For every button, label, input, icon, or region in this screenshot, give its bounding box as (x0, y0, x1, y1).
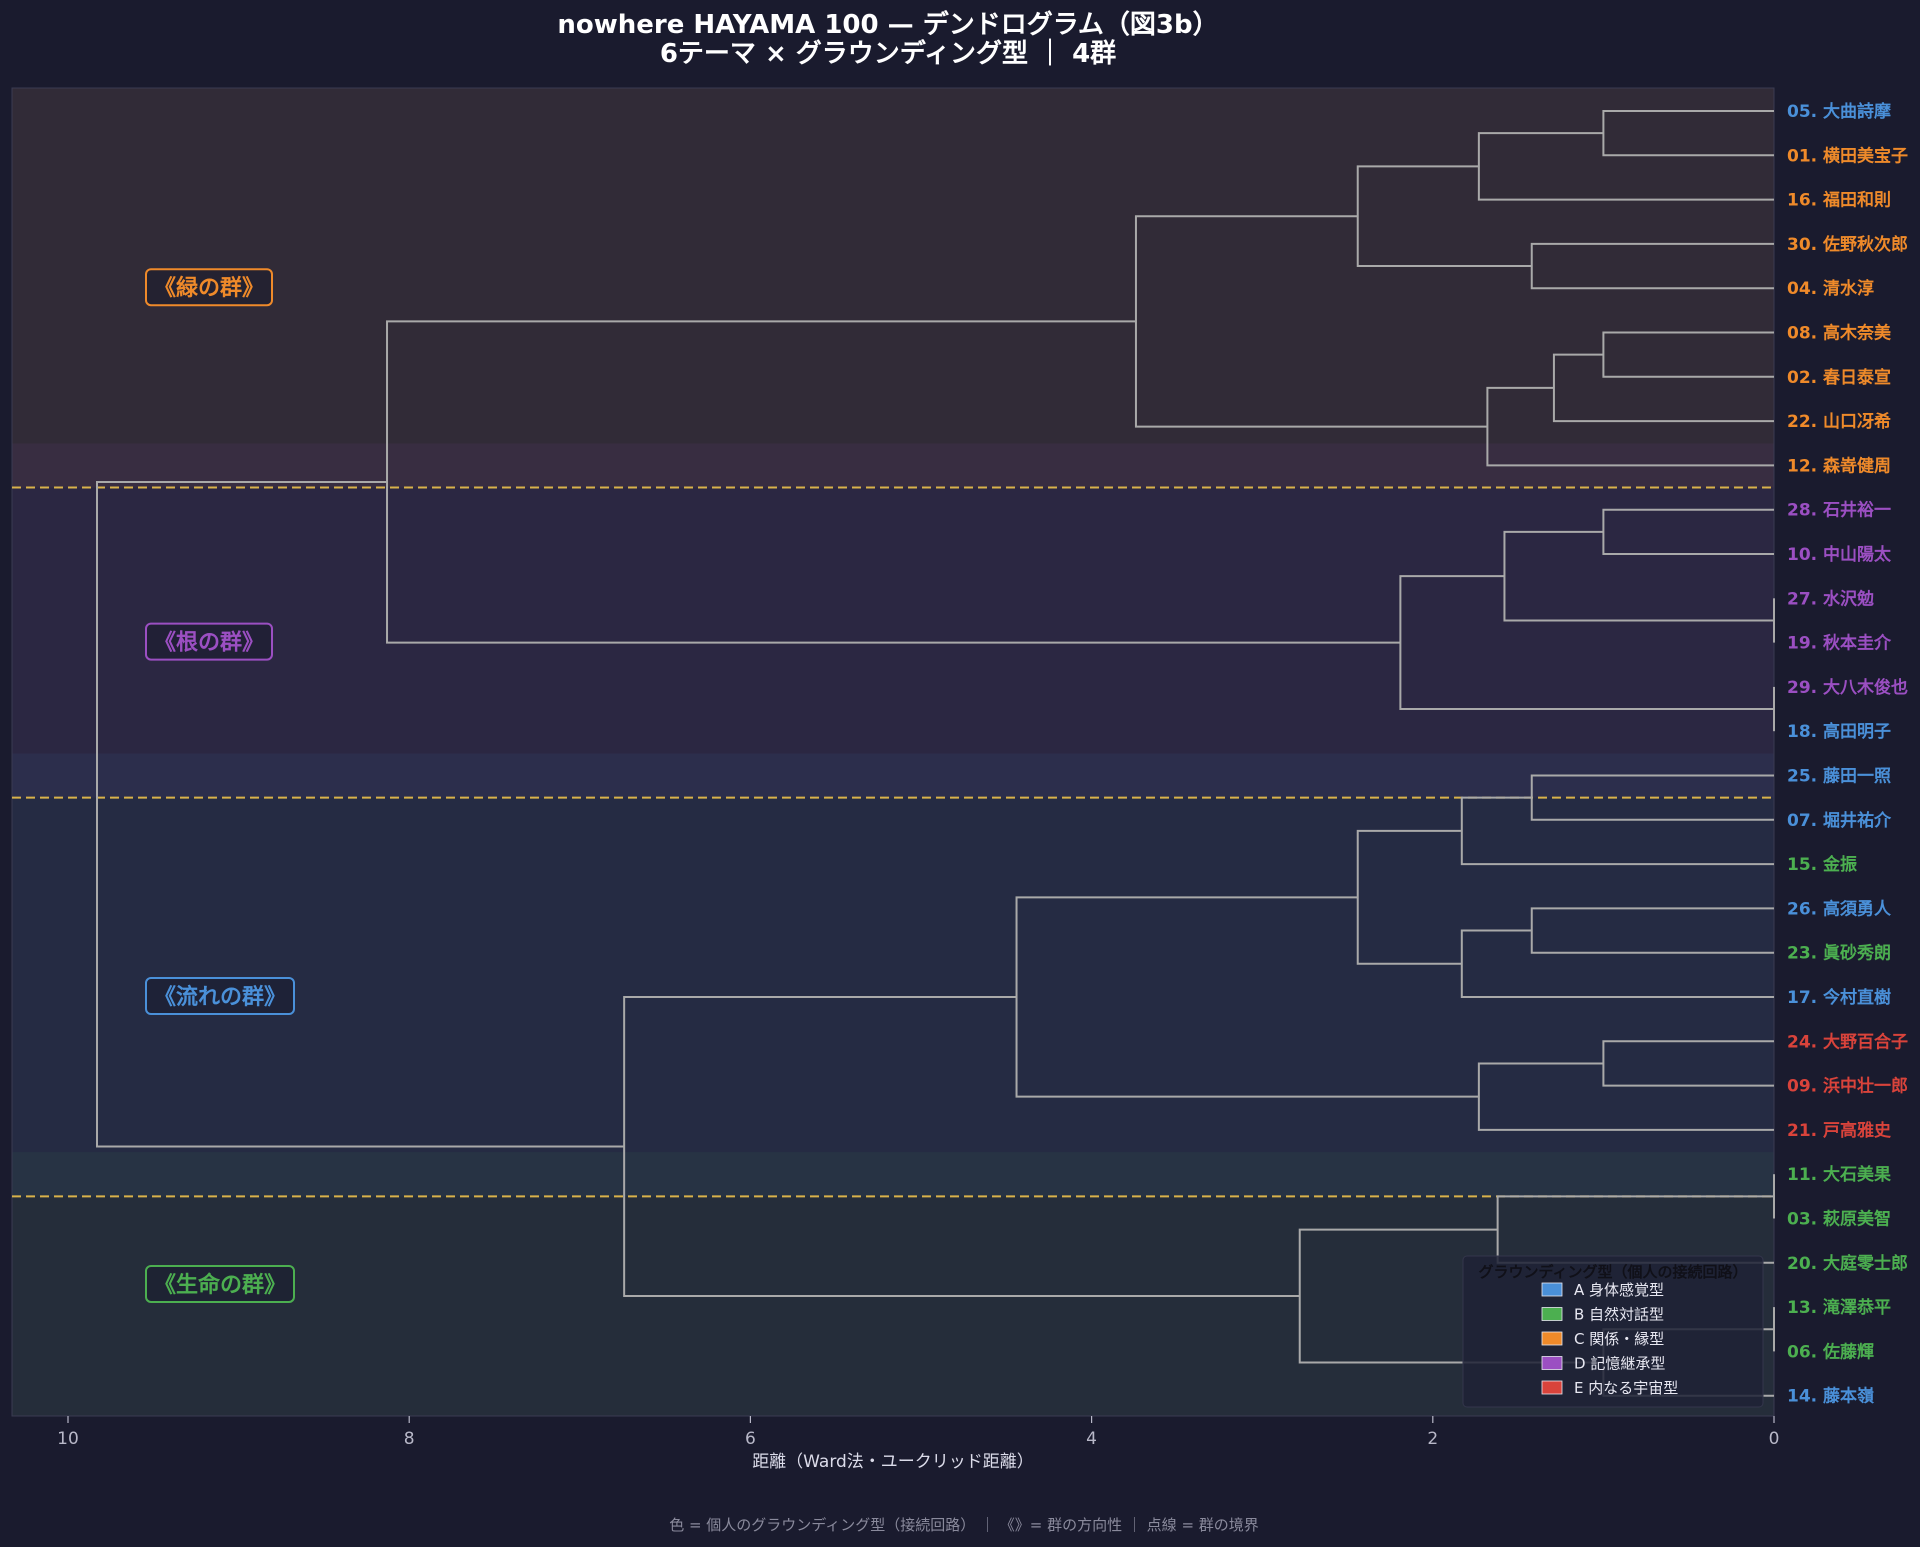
x-tick-label: 6 (745, 1429, 756, 1449)
x-tick-label: 10 (57, 1429, 79, 1449)
leaf-labels: 05. 大曲詩摩 01. 横田美宝子 16. 福田和則 30. 佐野秋次郎 04. 清水… (1787, 101, 1908, 1407)
footer-note: 色 = 個人のグラウンディング型（接続回路） ｜ 《》= 群の方向性 ｜ 点線 … (669, 1516, 1259, 1534)
plot-background (12, 88, 1774, 1416)
dendrogram-link (1399, 575, 1774, 711)
dendrogram-link (1134, 215, 1488, 428)
dendrogram-link (1356, 829, 1462, 965)
leaf-label: 05. 大曲詩摩 (1787, 101, 1891, 122)
group-bands (12, 88, 1774, 1416)
legend: グラウンディング型（個人の接続回路） A 身体感覚型 B 自然対話型 C 関係・縁型… (1462, 1255, 1764, 1408)
group-label-box (145, 268, 273, 307)
legend-item-label: D 記憶継承型 (1574, 1355, 1665, 1373)
legend-item-label: B 自然対話型 (1574, 1306, 1664, 1324)
group-label: 《緑の群》 (154, 275, 264, 301)
x-tick-label: 4 (1086, 1429, 1097, 1449)
leaf-label: 24. 大野百合子 (1787, 1031, 1908, 1052)
leaf-label: 06. 佐藤輝 (1787, 1341, 1874, 1362)
leaf-label: 26. 高須勇人 (1787, 898, 1892, 919)
group-label-box (145, 1264, 295, 1303)
leaf-label: 11. 大石美果 (1787, 1164, 1891, 1185)
dendrogram-link (1552, 353, 1774, 423)
leaf-label: 28. 石井裕一 (1787, 500, 1891, 521)
dendrogram-link (1356, 165, 1532, 268)
legend-box (1462, 1255, 1764, 1408)
group-label: 《根の群》 (154, 630, 264, 656)
legend-item-label: E 内なる宇宙型 (1574, 1379, 1678, 1397)
dendrogram-link (1530, 774, 1774, 821)
leaf-label: 14. 藤本嶺 (1787, 1386, 1874, 1407)
legend-swatch (1541, 1356, 1563, 1370)
leaf-label: 18. 高田明子 (1787, 721, 1891, 742)
legend-title: グラウンディング型（個人の接続回路） (1479, 1263, 1748, 1281)
chart-title: nowhere HAYAMA 100 — デンドログラム（図3b） (557, 9, 1218, 40)
x-tick-label: 2 (1427, 1429, 1438, 1449)
chart-subtitle: 6テーマ × グラウンディング型 ｜ 4群 (660, 38, 1116, 69)
dendrogram-link (1015, 896, 1479, 1098)
leaf-label: 27. 水沢勉 (1787, 588, 1874, 609)
leaf-label: 09. 浜中壮一郎 (1787, 1076, 1908, 1097)
leaf-label: 20. 大庭零士郎 (1787, 1253, 1908, 1274)
legend-swatch (1541, 1380, 1563, 1395)
group-band (12, 753, 1774, 1197)
group-label-box (145, 622, 273, 661)
group-label-box (145, 977, 295, 1015)
leaf-label: 10. 中山陽太 (1787, 544, 1892, 565)
leaf-label: 02. 春日泰宣 (1787, 367, 1891, 388)
dendrogram-link (1530, 907, 1774, 954)
x-axis: 10 8 6 4 2 0 (57, 1416, 1779, 1449)
leaf-label: 13. 滝澤恭平 (1787, 1297, 1891, 1318)
legend-swatch (1541, 1331, 1563, 1346)
plot-frame (11, 87, 1775, 1417)
leaf-label: 07. 堀井祐介 (1787, 810, 1892, 831)
legend-item-label: C 関係・縁型 (1574, 1330, 1664, 1348)
leaf-label: 15. 金振 (1787, 854, 1857, 875)
dendrogram-link (96, 481, 625, 1148)
leaf-label: 25. 藤田一照 (1787, 767, 1891, 787)
legend-swatch (1541, 1282, 1563, 1297)
x-tick-label: 0 (1769, 1429, 1780, 1449)
group-band (12, 443, 1774, 798)
group-label: 《流れの群》 (154, 984, 286, 1010)
leaf-label: 08. 高木奈美 (1787, 323, 1892, 344)
leaf-label: 12. 森嵜健周 (1787, 455, 1891, 476)
legend-swatch (1541, 1307, 1563, 1321)
leaf-label: 03. 萩原美智 (1787, 1209, 1891, 1230)
leaf-label: 30. 佐野秋次郎 (1787, 234, 1908, 255)
leaf-label: 17. 今村直樹 (1787, 987, 1891, 1008)
leaf-label: 23. 眞砂秀朗 (1787, 943, 1891, 964)
leaf-label: 21. 戸高雅史 (1787, 1120, 1892, 1141)
dendrogram-link (1530, 242, 1774, 290)
group-band (12, 88, 1774, 488)
group-label: 《生命の群》 (154, 1272, 286, 1298)
leaf-label: 22. 山口冴希 (1787, 411, 1891, 432)
leaf-label: 16. 福田和則 (1787, 190, 1891, 211)
legend-item-label: A 身体感覚型 (1574, 1281, 1664, 1299)
leaf-label: 29. 大八木俊也 (1787, 677, 1908, 698)
leaf-label: 01. 横田美宝子 (1787, 145, 1908, 166)
group-labels: 《緑の群》《根の群》《流れの群》《生命の群》 (145, 268, 295, 1303)
x-tick-label: 8 (404, 1429, 415, 1449)
x-axis-label: 距離（Ward法・ユークリッド距離） (752, 1452, 1034, 1472)
leaf-label: 04. 清水淳 (1787, 278, 1874, 299)
leaf-label: 19. 秋本圭介 (1787, 633, 1892, 654)
